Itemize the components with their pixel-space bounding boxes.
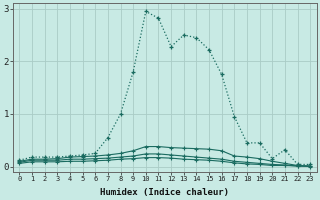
X-axis label: Humidex (Indice chaleur): Humidex (Indice chaleur) xyxy=(100,188,229,197)
